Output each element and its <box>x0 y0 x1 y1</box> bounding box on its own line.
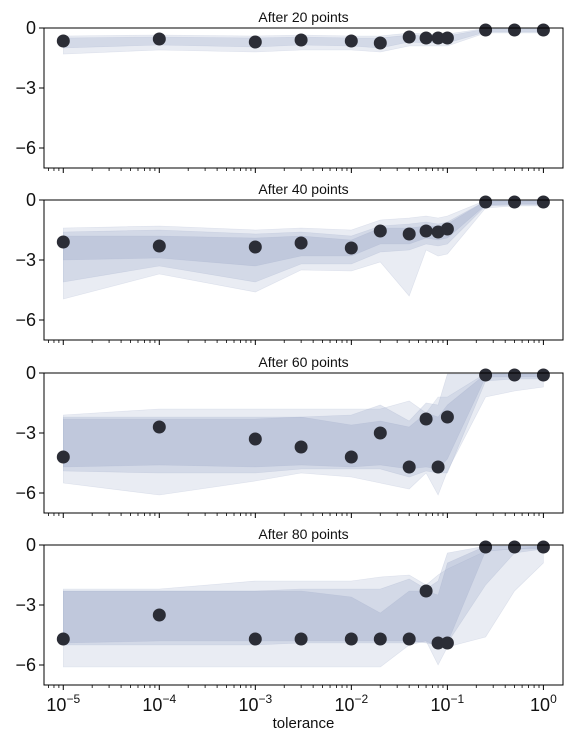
x-axis-label: tolerance <box>273 715 335 732</box>
data-point <box>152 608 166 622</box>
y-tick-label: 0 <box>26 190 36 210</box>
y-tick-label: 0 <box>26 363 36 383</box>
panel-title: After 80 points <box>258 526 348 542</box>
data-point <box>419 412 433 426</box>
data-point <box>440 410 454 424</box>
panel-title: After 60 points <box>258 354 348 370</box>
data-point <box>479 195 493 209</box>
x-tick-label: 10−5 <box>46 692 80 715</box>
panel-title: After 40 points <box>258 181 348 197</box>
data-point <box>508 23 521 37</box>
data-point <box>479 368 493 382</box>
data-point <box>402 30 416 44</box>
data-point <box>479 540 493 554</box>
data-point <box>431 636 445 650</box>
data-point <box>508 540 521 554</box>
data-point <box>419 584 433 598</box>
data-point <box>248 432 262 446</box>
y-tick-label: −3 <box>15 78 36 98</box>
data-point <box>419 224 433 238</box>
data-point <box>373 426 387 440</box>
data-point <box>373 632 387 646</box>
data-point <box>508 195 521 209</box>
data-point <box>344 632 358 646</box>
data-point <box>419 31 433 45</box>
confidence-band-1 <box>62 373 544 496</box>
data-point <box>431 460 445 474</box>
panel-4: After 80 points 0 −3 −6 10−5 10−4 10−3 10−2 10−1… <box>15 526 564 732</box>
data-point <box>152 32 166 46</box>
y-tick-label: −6 <box>15 483 36 503</box>
data-point <box>344 34 358 48</box>
y-tick-label: −6 <box>15 655 36 675</box>
data-point <box>294 33 308 47</box>
x-tick-label: 10−4 <box>142 692 176 715</box>
data-point <box>431 31 445 45</box>
panel-2: After 40 points 0 −3 −6 <box>15 181 564 345</box>
data-point <box>56 34 70 48</box>
data-point <box>373 36 387 50</box>
data-point <box>536 23 550 37</box>
data-point <box>294 236 308 250</box>
confidence-band-1 <box>62 545 544 668</box>
data-point <box>344 241 358 255</box>
x-tick-label: 10−2 <box>334 692 368 715</box>
y-tick-label: −3 <box>15 423 36 443</box>
axes-frame <box>43 372 564 514</box>
data-point <box>508 368 521 382</box>
data-point <box>440 636 454 650</box>
axes-frame <box>43 199 564 341</box>
panel-title: After 20 points <box>258 9 348 25</box>
panel-3: After 60 points 0 −3 −6 <box>15 354 564 518</box>
data-point <box>56 632 70 646</box>
data-point <box>536 368 550 382</box>
data-point <box>152 420 166 434</box>
y-tick-label: 0 <box>26 18 36 38</box>
y-tick-label: 0 <box>26 535 36 555</box>
data-point <box>440 31 454 45</box>
data-point <box>248 240 262 254</box>
y-tick-label: −3 <box>15 250 36 270</box>
x-tick-label: 10−3 <box>238 692 272 715</box>
data-point <box>402 227 416 241</box>
y-tick-label: −6 <box>15 138 36 158</box>
data-point <box>402 460 416 474</box>
data-point <box>536 195 550 209</box>
x-tick-label: 10−1 <box>431 692 465 715</box>
data-point <box>248 35 262 49</box>
axes-frame <box>43 27 564 169</box>
data-point <box>373 224 387 238</box>
x-tick-label: 100 <box>530 692 557 715</box>
data-point <box>152 239 166 253</box>
axes-frame <box>43 544 564 686</box>
data-point <box>344 450 358 464</box>
panel-1: After 20 points 0 −3 −6 <box>15 9 564 173</box>
data-point <box>56 235 70 249</box>
data-point <box>440 222 454 236</box>
y-tick-label: −6 <box>15 310 36 330</box>
data-point <box>402 632 416 646</box>
y-tick-label: −3 <box>15 595 36 615</box>
data-point <box>248 632 262 646</box>
data-point <box>536 540 550 554</box>
data-point <box>294 632 308 646</box>
data-point <box>294 440 308 454</box>
data-point <box>56 450 70 464</box>
data-point <box>479 23 493 37</box>
